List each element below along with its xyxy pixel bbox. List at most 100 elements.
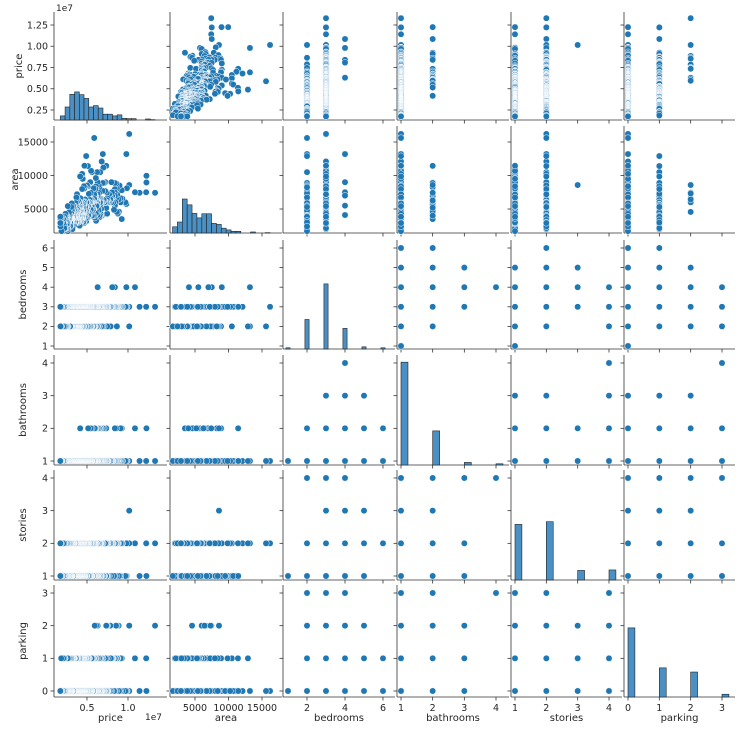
scatter-point-area-price [122, 150, 130, 158]
scatter-point-area-price [99, 150, 107, 158]
scatter-point-price-area [194, 105, 202, 113]
hist-bar-bedrooms [380, 347, 386, 350]
scatter-point-price-bedrooms [341, 35, 349, 43]
scatter-point-price-bathrooms [397, 30, 405, 38]
scatter-point-bedrooms-area [177, 303, 185, 311]
scatter-point-bedrooms-price [151, 303, 159, 311]
scatter-point-price-bedrooms [322, 14, 330, 22]
panel-bathrooms-vs-stories [510, 355, 622, 466]
scatter-point-price-bedrooms [341, 59, 349, 67]
scatter-point-area-bathrooms [397, 152, 405, 160]
scatter-point-area-price [64, 202, 72, 210]
scatter-point-bathrooms-price [143, 424, 150, 432]
scatter-point-price-bathrooms [397, 23, 405, 31]
hist-bar-area [201, 213, 207, 234]
panel-area-vs-parking [623, 126, 735, 234]
scatter-point-bedrooms-area [262, 322, 270, 330]
hist-bar-bathrooms [495, 463, 504, 466]
scatter-point-bathrooms-area [215, 424, 223, 432]
scatter-point-bathrooms-area [234, 424, 242, 432]
scatter-point-price-bathrooms [429, 35, 437, 43]
panel-bedrooms-vs-parking [623, 240, 735, 350]
panel-parking-vs-area [169, 585, 282, 698]
scatter-point-area-price [92, 174, 100, 182]
scatter-point-bathrooms-price [131, 424, 139, 432]
scatter-point-bedrooms-area [193, 322, 201, 330]
scatter-point-area-bathrooms [429, 197, 437, 205]
panel-bathrooms-vs-bathrooms [396, 355, 509, 466]
scatter-point-area-price [98, 158, 106, 165]
scatter-point-area-price [72, 194, 80, 201]
scatter-point-price-bedrooms [303, 41, 311, 49]
scatter-point-price-bedrooms [341, 44, 349, 52]
scatter-point-area-bedrooms [322, 190, 330, 198]
hist-bar-area [182, 198, 188, 234]
panel-price-vs-bathrooms [396, 12, 509, 121]
scatter-point-price-bathrooms [429, 56, 437, 64]
panel-stories-vs-bedrooms [282, 470, 395, 581]
hist-bar-price [102, 113, 109, 121]
scatter-point-area-bedrooms [303, 183, 311, 191]
scatter-point-bedrooms-area [206, 303, 214, 311]
scatter-point-area-bedrooms [303, 222, 311, 230]
scatter-point-price-area [234, 87, 242, 95]
scatter-point-bathrooms-area [244, 457, 252, 465]
hist-bar-bedrooms [342, 328, 348, 350]
panel-bedrooms-vs-price [53, 240, 167, 350]
scatter-point-price-area [207, 14, 215, 22]
scatter-point-price-area [224, 92, 232, 100]
panel-stories-vs-parking [623, 470, 735, 581]
scatter-point-area-price [85, 190, 93, 198]
scatter-point-area-bedrooms [322, 219, 330, 227]
panel-area-vs-bedrooms [282, 126, 395, 234]
scatter-point-price-area [224, 23, 232, 31]
scatter-point-area-price [125, 130, 133, 138]
scatter-point-price-area [239, 70, 246, 77]
scatter-point-price-area [206, 83, 214, 91]
panel-bathrooms-vs-area [169, 355, 282, 466]
scatter-point-bedrooms-price [94, 283, 102, 291]
scatter-point-area-bedrooms [303, 168, 311, 176]
hist-bar-bedrooms [285, 347, 291, 350]
scatter-point-area-bedrooms [303, 152, 311, 160]
scatter-point-area-price [143, 172, 150, 180]
hist-bar-area [206, 213, 212, 234]
scatter-point-area-bedrooms [341, 211, 349, 219]
hist-bar-parking [627, 627, 636, 698]
scatter-point-bathrooms-area [184, 424, 192, 432]
hist-bar-area [235, 230, 242, 234]
scatter-point-area-price [143, 179, 150, 186]
scatter-point-bathrooms-price [76, 424, 84, 432]
panel-parking-vs-price [53, 585, 167, 698]
scatter-point-area-bedrooms [341, 178, 349, 186]
scatter-point-bedrooms-price [122, 283, 130, 291]
panels [50, 12, 735, 701]
scatter-point-area-price [82, 152, 90, 160]
scatter-point-area-price [78, 185, 86, 193]
panel-parking-vs-stories [510, 585, 622, 698]
scatter-point-price-bedrooms [303, 112, 311, 120]
hist-bar-area [230, 230, 237, 234]
hist-bar-area [211, 223, 217, 234]
scatter-point-bedrooms-price [113, 322, 121, 330]
hist-bar-bathrooms [400, 361, 409, 466]
hist-bar-price [83, 98, 90, 121]
scatter-point-area-bedrooms [303, 134, 311, 142]
panel-stories-vs-stories [510, 470, 622, 581]
scatter-point-area-bedrooms [322, 162, 330, 170]
hist-bar-bedrooms [323, 283, 329, 350]
scatter-point-price-area [222, 76, 230, 83]
panel-area-vs-stories [510, 126, 622, 234]
panel-stories-vs-price [53, 470, 167, 581]
scatter-point-price-bedrooms [341, 74, 349, 82]
hist-bar-area [225, 229, 232, 234]
scatter-point-bedrooms-area [234, 303, 242, 311]
hist-bar-price [121, 117, 127, 121]
scatter-point-bathrooms-price [111, 424, 119, 432]
scatter-point-bathrooms-price [84, 424, 92, 432]
hist-bar-price [112, 115, 118, 121]
hist-bar-price [69, 94, 75, 121]
hist-bar-price [60, 115, 66, 121]
hist-bar-bedrooms [361, 346, 367, 350]
